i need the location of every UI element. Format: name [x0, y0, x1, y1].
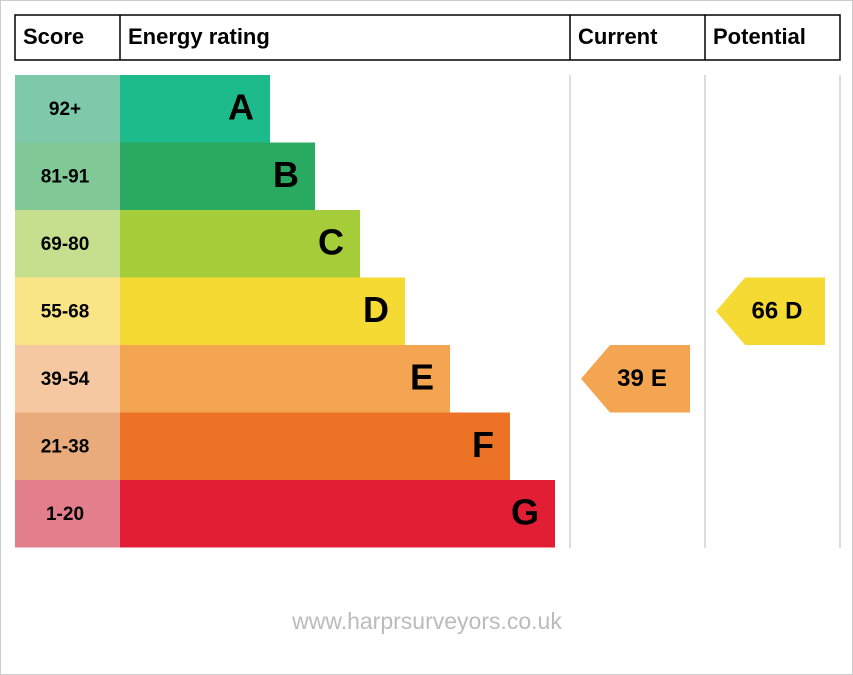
- score-range: 55-68: [41, 301, 90, 322]
- rating-letter: G: [511, 491, 539, 532]
- current-score: 39: [617, 365, 644, 392]
- rating-letter: A: [228, 86, 254, 127]
- score-cell: [15, 277, 120, 345]
- score-cell: [15, 480, 120, 548]
- score-range: 92+: [49, 99, 81, 120]
- score-range: 39-54: [41, 369, 90, 390]
- footer: www.harprsurveyors.co.uk: [291, 608, 562, 634]
- rating-bar: [120, 345, 450, 413]
- rating-letter: B: [273, 154, 299, 195]
- score-cell: [15, 412, 120, 480]
- rating-bar: [120, 277, 405, 345]
- header-potential: Potential: [713, 24, 806, 49]
- rating-bar: [120, 75, 270, 143]
- rating-letter: F: [472, 424, 494, 465]
- potential-score: 66: [751, 298, 778, 325]
- rating-bar: [120, 142, 315, 210]
- rating-bar: [120, 480, 555, 548]
- column-dividers: [569, 75, 841, 548]
- header: [14, 14, 841, 61]
- header-score: Score: [23, 24, 84, 49]
- rating-bar: [120, 412, 510, 480]
- score-cell: [15, 142, 120, 210]
- score-range: 1-20: [46, 504, 84, 525]
- rating-letter: C: [318, 221, 344, 262]
- score-cell: [15, 210, 120, 278]
- rating-letter: D: [363, 289, 389, 330]
- header-current: Current: [578, 24, 658, 49]
- header-rating: Energy rating: [128, 24, 270, 49]
- rating-bar: [120, 210, 360, 278]
- potential-label: 66 D: [751, 298, 802, 325]
- rating-letter: E: [410, 356, 434, 397]
- score-cell: [15, 345, 120, 413]
- potential-arrow: [716, 277, 825, 345]
- current-band: E: [651, 365, 667, 392]
- score-range: 69-80: [41, 234, 90, 255]
- score-range: 81-91: [41, 166, 90, 187]
- score-cell: [15, 75, 120, 143]
- score-range: 21-38: [41, 436, 90, 457]
- current-label: 39 E: [617, 365, 667, 392]
- potential-band: D: [785, 298, 802, 325]
- current-arrow: [581, 345, 690, 413]
